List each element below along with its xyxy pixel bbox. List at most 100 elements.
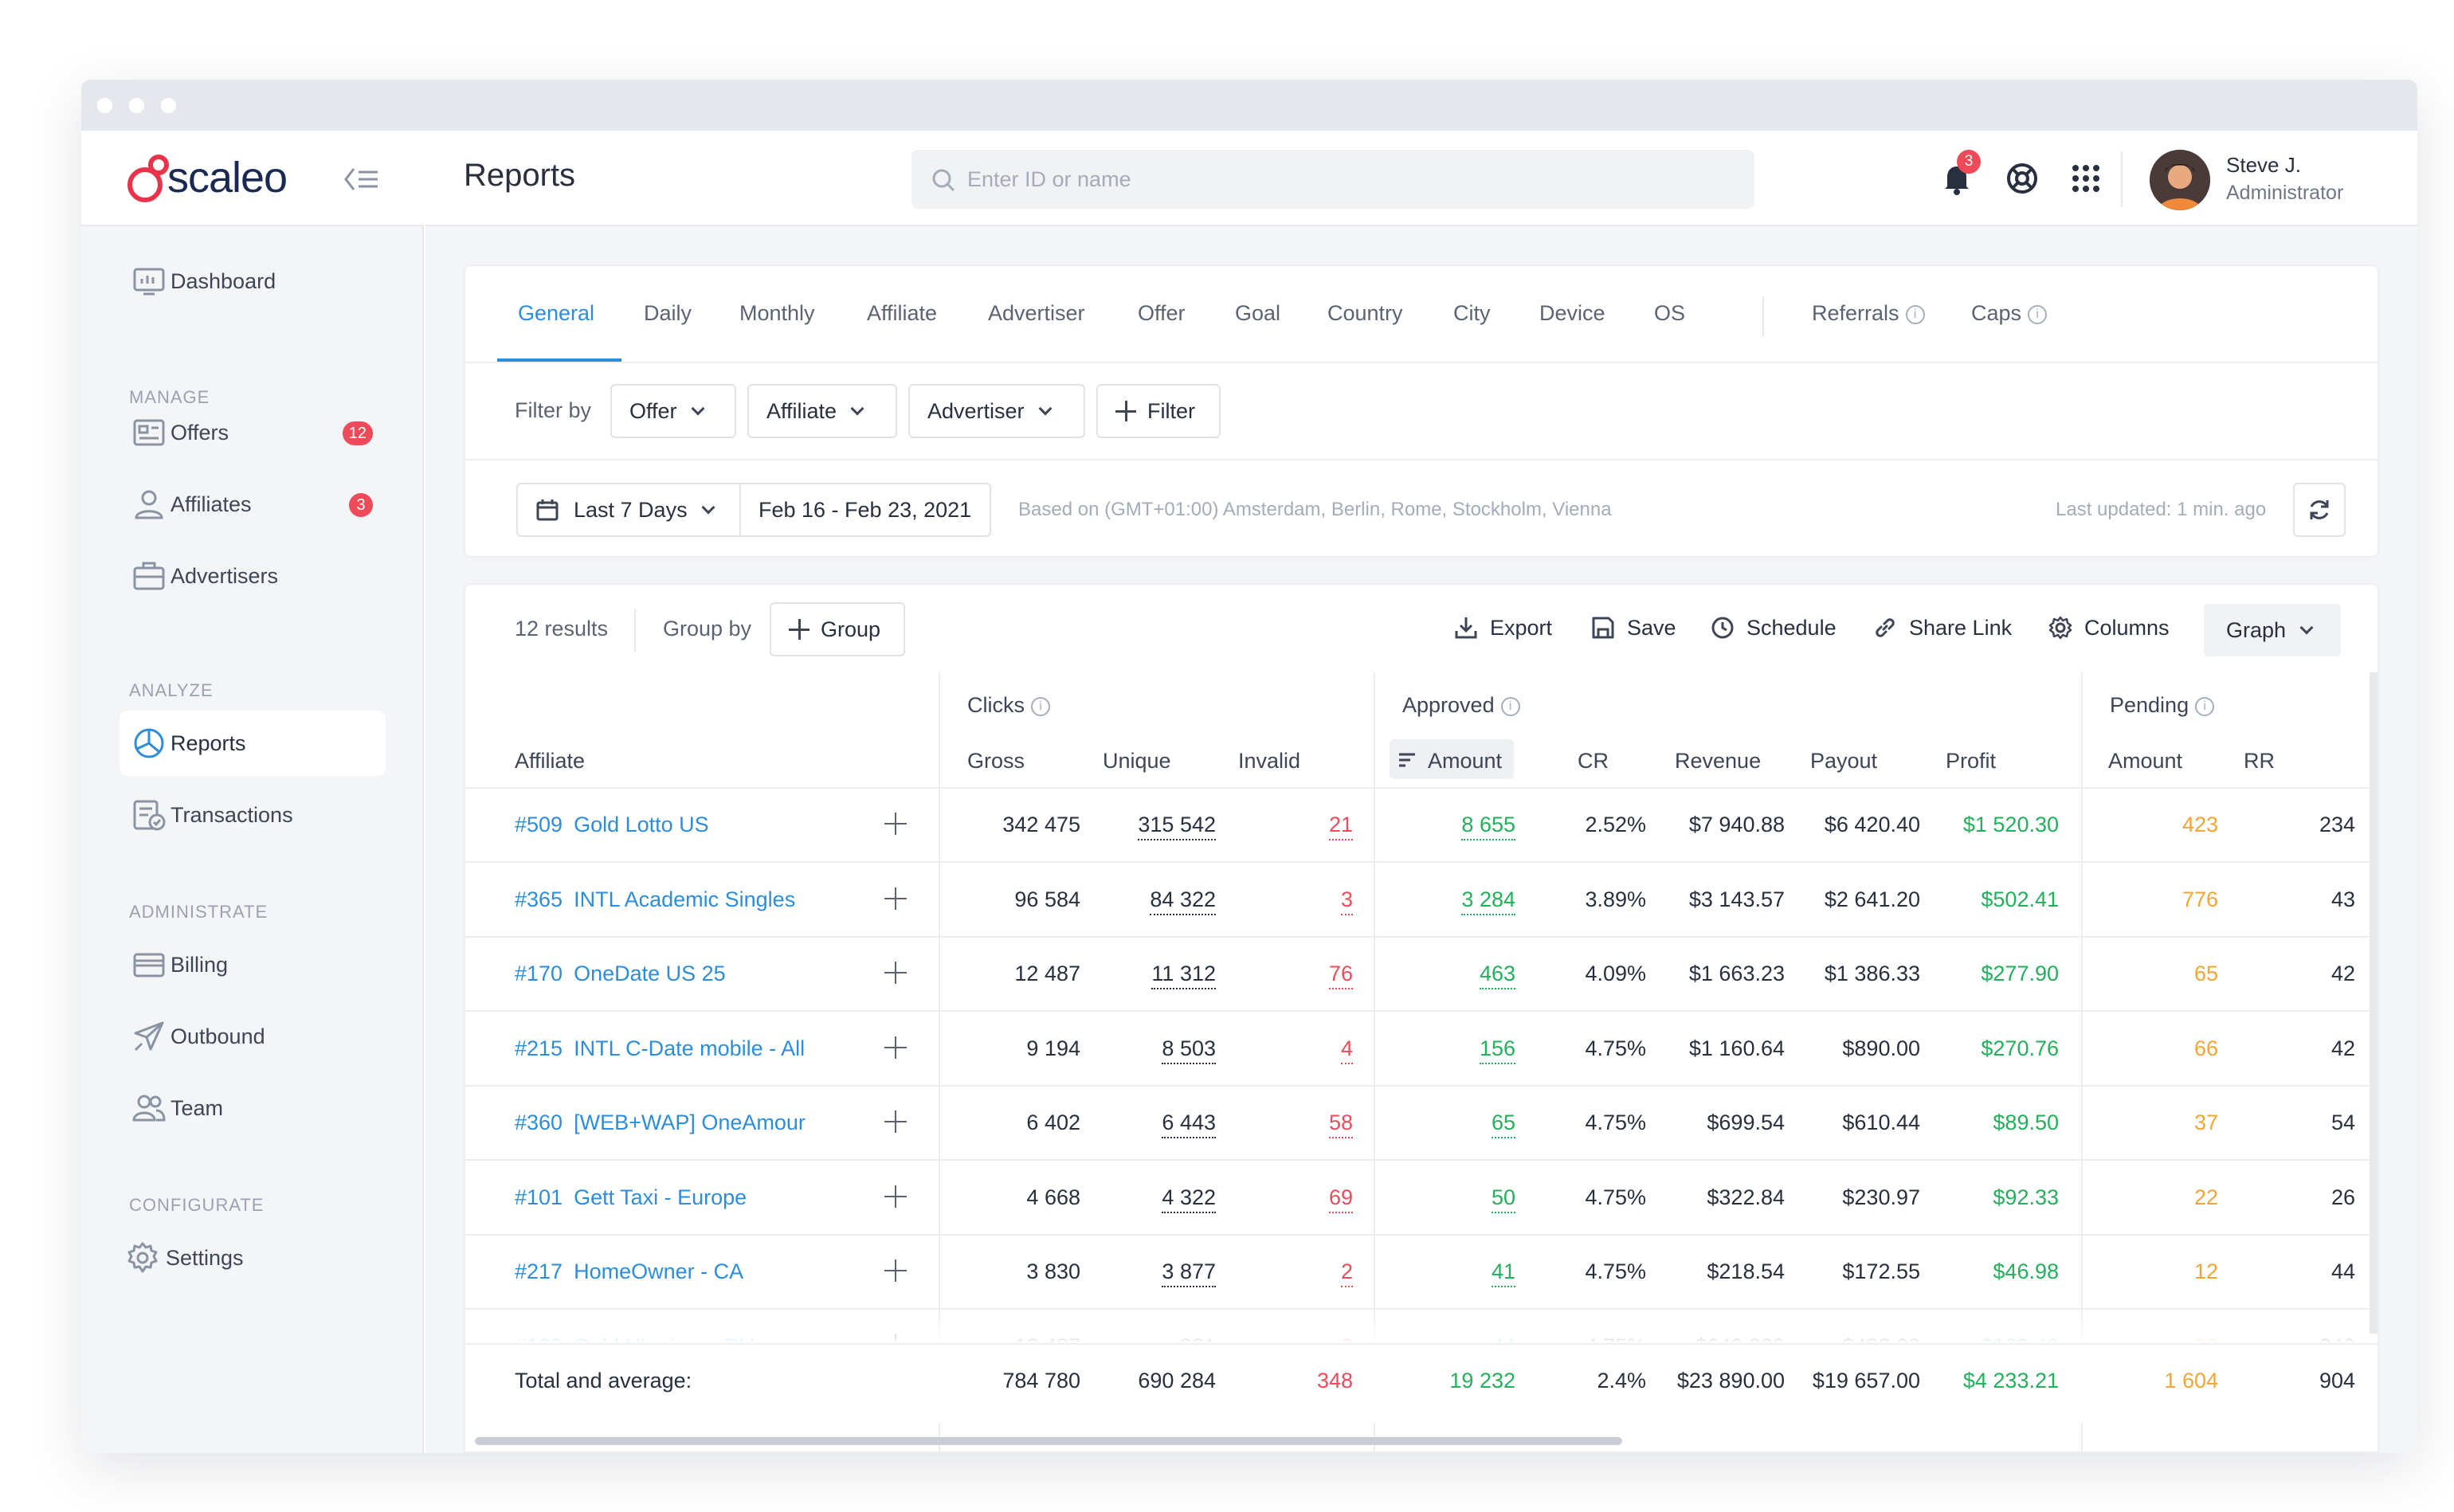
affiliate-link[interactable]: #217 HomeOwner - CA xyxy=(515,1259,743,1284)
expand-row-plus-icon[interactable] xyxy=(884,813,907,835)
sidebar-item-billing[interactable]: Billing xyxy=(120,932,386,997)
tab-device[interactable]: Device xyxy=(1539,301,1605,325)
save-button[interactable]: Save xyxy=(1590,615,1676,640)
cell-invalid[interactable]: 58 xyxy=(1328,1110,1353,1138)
affiliate-link[interactable]: #509 Gold Lotto US xyxy=(515,813,709,837)
vertical-scrollbar-track[interactable] xyxy=(2370,672,2378,1334)
column-header-unique[interactable]: Unique xyxy=(1103,749,1171,773)
user-name[interactable]: Steve J. xyxy=(2226,153,2301,177)
column-header-pending-amount[interactable]: Amount xyxy=(2108,749,2183,773)
affiliate-link[interactable]: #215 INTL C-Date mobile - All xyxy=(515,1036,805,1061)
cell-invalid[interactable]: 2 xyxy=(1340,1259,1353,1287)
date-range-picker[interactable]: Feb 16 - Feb 23, 2021 xyxy=(739,483,991,537)
cell-unique[interactable]: 3 877 xyxy=(1162,1259,1216,1287)
column-header-profit[interactable]: Profit xyxy=(1946,749,1997,773)
graph-dropdown[interactable]: Graph xyxy=(2204,604,2341,656)
advertiser-filter-dropdown[interactable]: Advertiser xyxy=(908,384,1085,438)
add-filter-button[interactable]: Filter xyxy=(1096,384,1221,438)
tab-general[interactable]: General xyxy=(518,301,595,325)
avatar[interactable] xyxy=(2150,150,2210,210)
cell-amount[interactable]: 65 xyxy=(1491,1110,1515,1138)
expand-row-plus-icon[interactable] xyxy=(884,1259,907,1282)
sidebar-item-settings[interactable]: Settings xyxy=(120,1225,386,1291)
expand-row-plus-icon[interactable] xyxy=(884,1185,907,1208)
column-header-rr[interactable]: RR xyxy=(2244,749,2275,773)
column-header-revenue[interactable]: Revenue xyxy=(1675,749,1762,773)
tab-offer[interactable]: Offer xyxy=(1138,301,1186,325)
cell-unique[interactable]: 6 443 xyxy=(1162,1110,1216,1138)
cell-unique[interactable]: 4 322 xyxy=(1162,1185,1216,1213)
tab-advertiser[interactable]: Advertiser xyxy=(988,301,1085,325)
column-header-invalid[interactable]: Invalid xyxy=(1238,749,1301,773)
info-icon[interactable]: i xyxy=(2028,304,2048,324)
expand-row-plus-icon[interactable] xyxy=(884,1110,907,1133)
logo[interactable]: scaleo xyxy=(81,131,424,226)
tab-daily[interactable]: Daily xyxy=(644,301,692,325)
export-button[interactable]: Export xyxy=(1453,615,1552,640)
cell-amount[interactable]: 41 xyxy=(1491,1259,1515,1287)
cell-invalid[interactable]: 76 xyxy=(1328,962,1353,989)
tab-monthly[interactable]: Monthly xyxy=(739,301,815,325)
sidebar-item-team[interactable]: Team xyxy=(120,1075,386,1141)
tab-affiliate[interactable]: Affiliate xyxy=(867,301,938,325)
cell-invalid[interactable]: 4 xyxy=(1340,1036,1353,1064)
search-input[interactable] xyxy=(967,150,1732,209)
column-header-payout[interactable]: Payout xyxy=(1810,749,1878,773)
share-link-button[interactable]: Share Link xyxy=(1872,615,2012,640)
cell-unique[interactable]: 315 542 xyxy=(1138,813,1216,840)
cell-invalid[interactable]: 21 xyxy=(1328,813,1353,840)
tab-referrals[interactable]: Referrals i xyxy=(1812,301,1925,326)
sidebar-item-advertisers[interactable]: Advertisers xyxy=(120,543,386,609)
cell-amount[interactable]: 463 xyxy=(1479,962,1515,989)
info-icon[interactable]: i xyxy=(1500,696,1520,716)
info-icon[interactable]: i xyxy=(1905,304,1925,324)
cell-unique[interactable]: 84 322 xyxy=(1150,887,1216,915)
sidebar-item-outbound[interactable]: Outbound xyxy=(120,1004,386,1069)
tab-country[interactable]: Country xyxy=(1327,301,1403,325)
column-header-cr[interactable]: CR xyxy=(1578,749,1609,773)
horizontal-scrollbar-thumb[interactable] xyxy=(475,1437,1622,1445)
cell-amount[interactable]: 156 xyxy=(1479,1036,1515,1064)
add-group-button[interactable]: Group xyxy=(770,602,905,656)
info-icon[interactable]: i xyxy=(1031,696,1050,716)
tab-goal[interactable]: Goal xyxy=(1235,301,1281,325)
column-header-affiliate[interactable]: Affiliate xyxy=(515,749,586,773)
sidebar-item-offers[interactable]: Offers 12 xyxy=(120,400,386,465)
refresh-button[interactable] xyxy=(2293,483,2346,537)
cell-amount[interactable]: 50 xyxy=(1491,1185,1515,1213)
info-icon[interactable]: i xyxy=(2195,696,2215,716)
tab-city[interactable]: City xyxy=(1453,301,1491,325)
scroll-fade xyxy=(465,1311,2378,1343)
offer-filter-dropdown[interactable]: Offer xyxy=(610,384,736,438)
tab-caps[interactable]: Caps i xyxy=(1971,301,2048,326)
expand-row-plus-icon[interactable] xyxy=(884,887,907,910)
cell-invalid[interactable]: 3 xyxy=(1340,887,1353,915)
help-lifebuoy-icon[interactable] xyxy=(2005,161,2040,196)
apps-grid-icon[interactable] xyxy=(2068,161,2103,196)
sidebar-item-reports[interactable]: Reports xyxy=(120,711,386,776)
affiliate-link[interactable]: #365 INTL Academic Singles xyxy=(515,887,795,912)
cell-invalid[interactable]: 69 xyxy=(1328,1185,1353,1213)
date-preset-dropdown[interactable]: Last 7 Days xyxy=(516,483,741,537)
column-header-gross[interactable]: Gross xyxy=(967,749,1025,773)
column-header-amount[interactable]: Amount xyxy=(1428,749,1503,773)
columns-button[interactable]: Columns xyxy=(2048,615,2170,640)
cell-amount[interactable]: 8 655 xyxy=(1461,813,1515,840)
cell-amount[interactable]: 3 284 xyxy=(1461,887,1515,915)
affiliate-link[interactable]: #101 Gett Taxi - Europe xyxy=(515,1185,747,1210)
schedule-button[interactable]: Schedule xyxy=(1710,615,1837,640)
sidebar-item-transactions[interactable]: Transactions xyxy=(120,782,386,848)
sidebar-item-affiliates[interactable]: Affiliates 3 xyxy=(120,472,386,537)
affiliate-filter-dropdown[interactable]: Affiliate xyxy=(747,384,897,438)
sidebar-item-label: Reports xyxy=(171,731,246,755)
affiliate-link[interactable]: #170 OneDate US 25 xyxy=(515,962,726,986)
tab-os[interactable]: OS xyxy=(1654,301,1686,325)
expand-row-plus-icon[interactable] xyxy=(884,962,907,984)
search-box[interactable] xyxy=(911,150,1754,209)
affiliate-link[interactable]: #360 [WEB+WAP] OneAmour xyxy=(515,1110,806,1135)
cell-unique[interactable]: 11 312 xyxy=(1151,962,1216,989)
collapse-sidebar-icon[interactable] xyxy=(344,166,379,193)
expand-row-plus-icon[interactable] xyxy=(884,1036,907,1059)
cell-unique[interactable]: 8 503 xyxy=(1162,1036,1216,1064)
sidebar-item-dashboard[interactable]: Dashboard xyxy=(120,249,386,314)
